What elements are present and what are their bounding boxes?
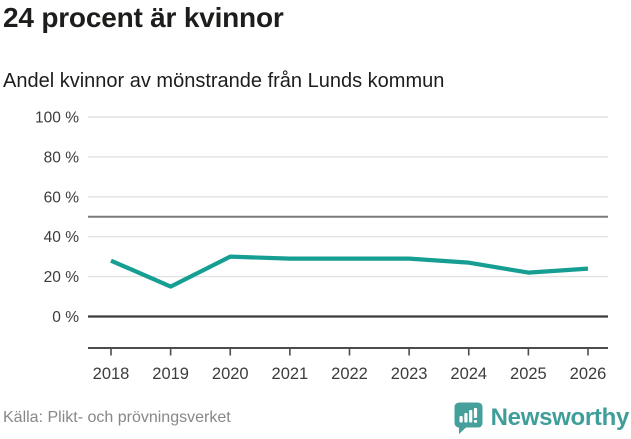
x-axis-label: 2021 (272, 365, 309, 383)
newsworthy-wordmark: Newsworthy (490, 404, 630, 431)
chart-subtitle: Andel kvinnor av mönstrande från Lunds k… (3, 70, 445, 92)
x-axis-label: 2023 (391, 365, 428, 383)
x-axis-label: 2024 (450, 365, 487, 383)
y-axis-label: 100 % (35, 110, 79, 127)
newsworthy-logo[interactable]: Newsworthy (453, 401, 629, 435)
bar-chart-glyph (459, 408, 477, 423)
y-axis-label: 40 % (44, 229, 80, 246)
x-axis-label: 2025 (510, 365, 547, 383)
data-line (110, 254, 589, 289)
newsworthy-bubble-icon (454, 402, 483, 434)
x-axis-label: 2020 (212, 365, 249, 383)
x-axis-label: 2022 (331, 365, 368, 383)
y-axis-label: 80 % (44, 149, 80, 166)
source-note: Källa: Plikt- och prövningsverket (3, 409, 231, 426)
x-axis-label: 2026 (570, 365, 607, 383)
speech-bubble-shape (454, 402, 483, 434)
line-chart-svg: 0 % 20 % 40 % 60 % 80 % 100 % 2018 2019 2020 2021… (35, 110, 608, 383)
x-axis-label: 2019 (152, 365, 189, 383)
line-chart: 0 % 20 % 40 % 60 % 80 % 100 % 2018 2019 2020 2021… (0, 100, 631, 400)
y-axis-label: 20 % (44, 269, 80, 286)
page-title: 24 procent är kvinnor (3, 2, 284, 33)
y-axis-label: 0 % (52, 309, 79, 326)
y-axis-label: 60 % (44, 189, 80, 206)
x-axis-label: 2018 (93, 365, 130, 383)
